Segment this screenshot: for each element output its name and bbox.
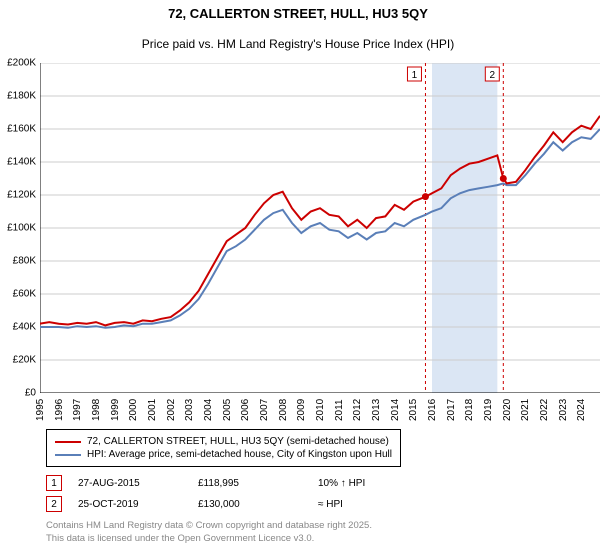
- x-tick-label: 2015: [408, 399, 419, 421]
- svg-text:2: 2: [490, 70, 496, 81]
- legend-label-hpi: HPI: Average price, semi-detached house,…: [87, 449, 392, 460]
- x-tick-label: 2009: [296, 399, 307, 421]
- x-tick-label: 2012: [352, 399, 363, 421]
- x-tick-label: 2003: [184, 399, 195, 421]
- y-tick-label: £200K: [7, 58, 36, 69]
- x-tick-label: 2007: [259, 399, 270, 421]
- y-tick-label: £160K: [7, 124, 36, 135]
- y-tick-label: £100K: [7, 223, 36, 234]
- x-tick-label: 2011: [334, 399, 345, 421]
- legend-label-property: 72, CALLERTON STREET, HULL, HU3 5QY (sem…: [87, 436, 389, 447]
- marker-number-box: 1: [46, 475, 62, 491]
- y-tick-label: £0: [25, 388, 36, 399]
- y-tick-label: £20K: [13, 355, 36, 366]
- y-axis-labels: £0£20K£40K£60K£80K£100K£120K£140K£160K£1…: [6, 63, 40, 393]
- footer-line2: This data is licensed under the Open Gov…: [46, 533, 314, 544]
- svg-text:1: 1: [412, 70, 418, 81]
- x-tick-label: 2008: [278, 399, 289, 421]
- page-subtitle: Price paid vs. HM Land Registry's House …: [6, 37, 590, 51]
- footer-copyright: Contains HM Land Registry data © Crown c…: [46, 520, 590, 546]
- x-tick-label: 2010: [315, 399, 326, 421]
- price-chart: 12 £0£20K£40K£60K£80K£100K£120K£140K£160…: [40, 63, 600, 393]
- x-tick-label: 1997: [72, 399, 83, 421]
- x-tick-label: 2002: [166, 399, 177, 421]
- legend-swatch-hpi: [55, 454, 81, 456]
- y-tick-label: £120K: [7, 190, 36, 201]
- marker-delta: ≈ HPI: [318, 499, 438, 510]
- marker-row: 2 25-OCT-2019£130,000≈ HPI: [46, 496, 590, 512]
- marker-number-box: 2: [46, 496, 62, 512]
- y-tick-label: £180K: [7, 91, 36, 102]
- marker-date: 27-AUG-2015: [78, 478, 198, 489]
- footer-line1: Contains HM Land Registry data © Crown c…: [46, 520, 372, 531]
- marker-price: £118,995: [198, 478, 318, 489]
- x-tick-label: 2024: [576, 399, 587, 421]
- page-title: 72, CALLERTON STREET, HULL, HU3 5QY: [6, 6, 590, 21]
- marker-delta: 10% ↑ HPI: [318, 478, 438, 489]
- x-tick-label: 2014: [390, 399, 401, 421]
- marker-price: £130,000: [198, 499, 318, 510]
- x-tick-label: 2020: [502, 399, 513, 421]
- x-axis-labels: 1995199619971998199920002001200220032004…: [40, 393, 600, 423]
- marker-list: 1 27-AUG-2015£118,99510% ↑ HPI 2 25-OCT-201…: [46, 475, 590, 512]
- x-tick-label: 2013: [371, 399, 382, 421]
- y-tick-label: £60K: [13, 289, 36, 300]
- x-tick-label: 2001: [147, 399, 158, 421]
- x-tick-label: 2023: [558, 399, 569, 421]
- marker-date: 25-OCT-2019: [78, 499, 198, 510]
- x-tick-label: 1999: [110, 399, 121, 421]
- marker-row: 1 27-AUG-2015£118,99510% ↑ HPI: [46, 475, 590, 491]
- legend-row-property: 72, CALLERTON STREET, HULL, HU3 5QY (sem…: [55, 436, 392, 447]
- y-tick-label: £80K: [13, 256, 36, 267]
- y-tick-label: £140K: [7, 157, 36, 168]
- x-tick-label: 2021: [520, 399, 531, 421]
- legend: 72, CALLERTON STREET, HULL, HU3 5QY (sem…: [46, 429, 401, 467]
- x-tick-label: 1996: [54, 399, 65, 421]
- x-tick-label: 2017: [446, 399, 457, 421]
- x-tick-label: 2022: [539, 399, 550, 421]
- x-tick-label: 2000: [128, 399, 139, 421]
- x-tick-label: 1995: [35, 399, 46, 421]
- y-tick-label: £40K: [13, 322, 36, 333]
- x-tick-label: 2006: [240, 399, 251, 421]
- x-tick-label: 1998: [91, 399, 102, 421]
- legend-swatch-property: [55, 441, 81, 443]
- x-tick-label: 2019: [483, 399, 494, 421]
- x-tick-label: 2004: [203, 399, 214, 421]
- x-tick-label: 2005: [222, 399, 233, 421]
- x-tick-label: 2018: [464, 399, 475, 421]
- x-tick-label: 2016: [427, 399, 438, 421]
- legend-row-hpi: HPI: Average price, semi-detached house,…: [55, 449, 392, 460]
